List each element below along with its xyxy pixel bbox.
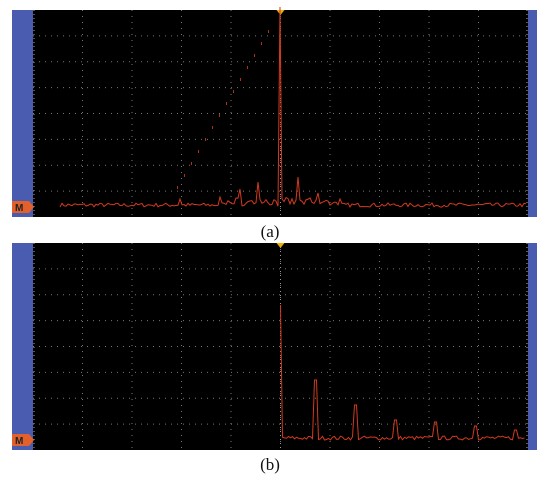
scope-screen: M (a): [12, 6, 537, 241]
signal-trace: [59, 6, 527, 208]
trigger-marker: [276, 243, 285, 248]
signal-trace: [280, 304, 525, 441]
panel-caption: (b): [260, 455, 280, 474]
ground-marker: [12, 201, 34, 213]
ground-marker: [12, 434, 34, 446]
panel-caption: (a): [261, 222, 280, 241]
scope-screen: M (b): [12, 243, 537, 474]
marker-label: M: [15, 436, 23, 447]
marker-label: M: [15, 203, 23, 214]
